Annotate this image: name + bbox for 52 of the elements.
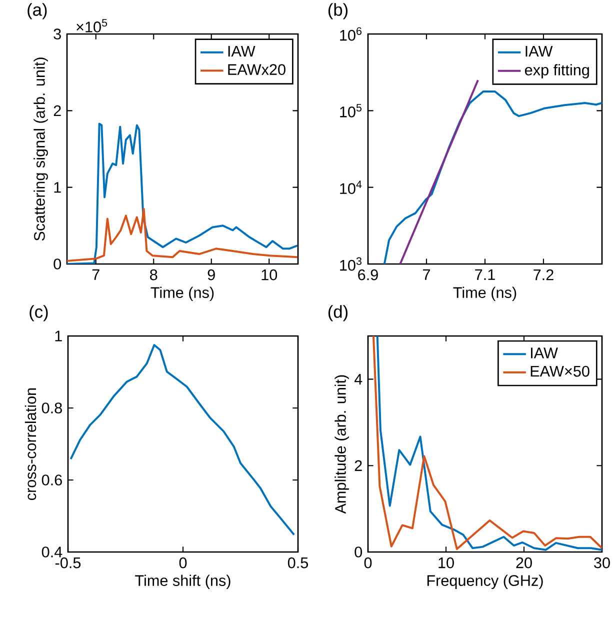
x-axis-title: Time shift (ns) <box>135 574 230 590</box>
y-tick-label: 0.8 <box>42 402 62 414</box>
chart-title: (c) <box>30 305 48 322</box>
x-tick-label: 6.9 <box>358 269 378 280</box>
legend-label: IAW <box>526 46 553 56</box>
y-tick-label: 1 <box>55 330 62 342</box>
x-tick-label: 9 <box>208 269 215 280</box>
y-axis-title: Scattering signal (arb. unit) <box>34 58 48 241</box>
legend-label: IAW <box>228 46 256 56</box>
y-tick-label: 1 <box>54 182 61 193</box>
legend-label: EAWx20 <box>228 64 286 75</box>
x-axis-title: Frequency (GHz) <box>427 574 543 590</box>
y-tick-label: 10$^{3}$ <box>340 257 362 271</box>
chart-title: (d) <box>328 305 348 322</box>
line-series <box>67 122 298 264</box>
y-tick-label: 3 <box>54 28 61 40</box>
x-tick-label: 7.2 <box>534 269 554 280</box>
x-tick-label: 10 <box>262 269 278 280</box>
line-series <box>383 90 602 264</box>
line-series <box>67 208 298 262</box>
y-tick-label: 2 <box>54 105 61 116</box>
line-series <box>70 344 296 536</box>
x-tick-label: 7.1 <box>475 269 495 280</box>
text: ×10$^{5}$ <box>76 19 108 32</box>
legend-label: exp fitting <box>524 64 589 78</box>
x-tick-label: 30 <box>594 557 610 568</box>
y-tick-label: 2 <box>354 460 362 471</box>
y-tick-label: 10$^{4}$ <box>340 180 362 194</box>
x-tick-label: 0.5 <box>288 557 308 568</box>
y-tick-label: 10$^{5}$ <box>340 104 362 118</box>
x-tick-label: 0 <box>179 557 187 568</box>
x-tick-label: 20 <box>516 557 532 568</box>
y-tick-label: 0.6 <box>42 474 62 486</box>
x-tick-label: 7 <box>92 269 100 280</box>
y-axis-title: Amplitude (arb. unit) <box>334 375 349 514</box>
chart-title: (b) <box>328 3 348 20</box>
x-tick-label: 0 <box>364 557 372 568</box>
y-axis-title: cross-correlation <box>24 388 36 500</box>
legend-label: EAW×50 <box>530 366 590 377</box>
x-tick-label: -0.5 <box>55 557 81 568</box>
y-tick-label: 0.4 <box>42 546 62 558</box>
y-tick-label: 4 <box>354 374 362 384</box>
y-tick-label: 0 <box>354 546 362 558</box>
x-axis-title: Time (ns) <box>453 286 516 302</box>
chart-title: (a) <box>28 3 47 20</box>
x-tick-label: 8 <box>150 269 158 280</box>
x-tick-label: 10 <box>438 557 454 568</box>
x-tick-label: 7 <box>423 269 430 280</box>
y-tick-label: 0 <box>54 258 62 270</box>
y-tick-label: 10$^{6}$ <box>340 27 362 41</box>
legend-label: IAW <box>531 348 558 358</box>
x-axis-title: Time (ns) <box>150 286 214 302</box>
